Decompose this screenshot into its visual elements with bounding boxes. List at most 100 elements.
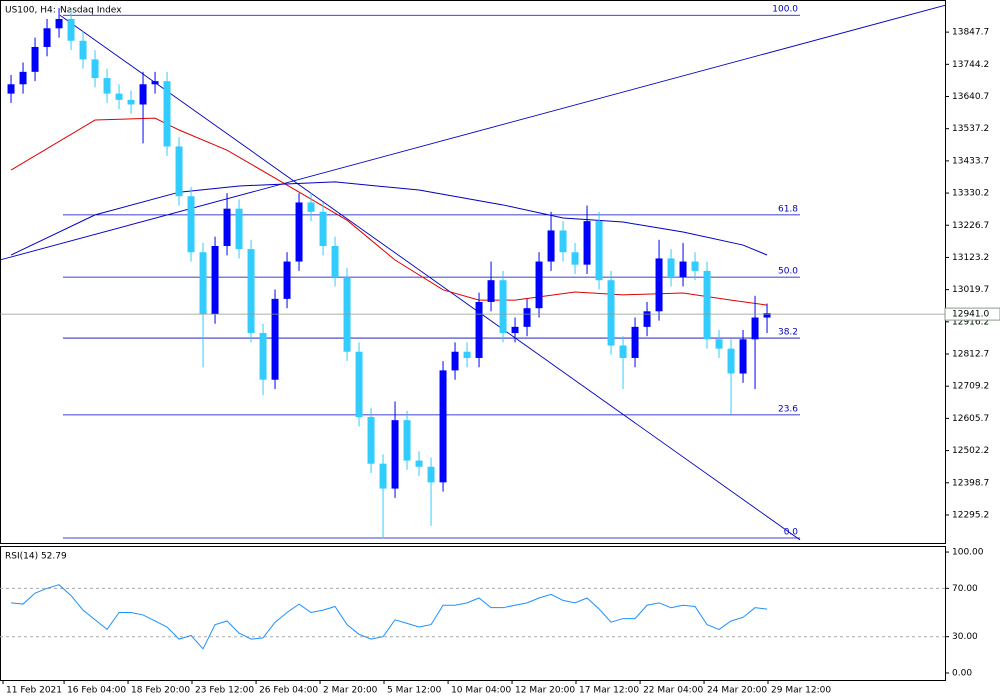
candle-body: [259, 333, 267, 380]
rsi-tick-label: 100.00: [952, 548, 984, 558]
candle-body: [547, 230, 555, 262]
candle-body: [127, 99, 135, 105]
y-tick-label: 12605.7: [952, 414, 989, 424]
rsi-tick-label: 70.00: [952, 584, 978, 594]
candle-body: [331, 245, 339, 278]
candle-body: [367, 417, 375, 464]
candle-body: [703, 270, 711, 340]
rsi-line: [10, 584, 768, 650]
candle-body: [691, 261, 699, 271]
main-frame: [0, 0, 946, 544]
y-tick-label: 13537.2: [952, 124, 989, 134]
rsi-title: RSI(14) 52.79: [5, 552, 67, 562]
candle-body: [427, 466, 435, 483]
candle-body: [451, 351, 459, 371]
candle-body: [595, 221, 603, 281]
x-tick-label: 5 Mar 12:00: [387, 686, 442, 696]
fib-label: 38.2: [778, 328, 798, 338]
candle-body: [31, 46, 39, 72]
y-tick-label: 12916.2: [952, 317, 989, 327]
candle-body: [667, 258, 675, 278]
moving-average: [10, 181, 768, 256]
candle-body: [247, 249, 255, 334]
candle-body: [151, 81, 159, 85]
fib-label: 100.0: [772, 5, 798, 15]
x-tick-label: 18 Feb 20:00: [131, 686, 190, 696]
fib-label: 50.0: [778, 267, 798, 277]
candle-body: [559, 230, 567, 253]
y-tick-label: 13123.2: [952, 253, 989, 263]
fib-label: 61.8: [778, 204, 798, 214]
candle-body: [379, 463, 387, 489]
x-tick-label: 22 Mar 04:00: [643, 686, 703, 696]
x-tick-label: 12 Mar 20:00: [515, 686, 575, 696]
x-tick-label: 23 Feb 12:00: [195, 686, 254, 696]
candle-body: [583, 221, 591, 265]
x-tick-label: 16 Feb 04:00: [67, 686, 126, 696]
candle-body: [499, 280, 507, 334]
y-tick-label: 12295.2: [952, 510, 989, 520]
candle-body: [511, 326, 519, 334]
candle-body: [487, 280, 495, 302]
y-tick-label: 13744.2: [952, 60, 989, 70]
candle-body: [199, 252, 207, 315]
candle-body: [19, 71, 27, 85]
candle-body: [319, 211, 327, 246]
rsi-tick-label: 30.00: [952, 632, 978, 642]
candle-body: [715, 339, 723, 349]
candle-body: [679, 261, 687, 278]
candle-body: [751, 317, 759, 340]
y-tick-label: 12502.2: [952, 446, 989, 456]
candle-body: [163, 81, 171, 147]
y-tick-label: 13019.7: [952, 285, 989, 295]
x-tick-label: 26 Feb 04:00: [259, 686, 318, 696]
candle-body: [115, 93, 123, 100]
x-tick-label: 17 Mar 12:00: [579, 686, 639, 696]
candle-body: [91, 59, 99, 79]
x-tick-label: 2 Mar 20:00: [323, 686, 378, 696]
fib-label: 23.6: [778, 404, 798, 414]
candle-body: [535, 261, 543, 309]
candle-body: [391, 420, 399, 489]
candle-body: [67, 18, 75, 41]
y-tick-label: 13330.2: [952, 189, 989, 199]
candle-body: [55, 18, 63, 29]
candle-body: [43, 28, 51, 47]
candle-body: [211, 245, 219, 315]
rsi-tick-label: 0.00: [952, 668, 972, 678]
chart-subtitle: Nasdaq Index: [60, 6, 122, 16]
candle-body: [223, 208, 231, 246]
candle-body: [571, 252, 579, 265]
rsi-frame: [0, 546, 946, 681]
y-tick-label: 13433.7: [952, 156, 989, 166]
candle-body: [139, 84, 147, 105]
candle-body: [403, 420, 411, 461]
chart-title: US100, H4:: [5, 6, 56, 16]
candle-body: [631, 326, 639, 358]
candle-body: [283, 261, 291, 299]
candle-body: [79, 40, 87, 60]
candle-body: [7, 84, 15, 94]
candle-body: [355, 351, 363, 418]
candle-body: [739, 339, 747, 374]
current-price-box: [944, 307, 1000, 321]
candle-body: [763, 313, 771, 318]
x-tick-label: 24 Mar 20:00: [707, 686, 767, 696]
candle-body: [463, 351, 471, 358]
y-tick-label: 12812.7: [952, 350, 989, 360]
candle-body: [643, 311, 651, 327]
candle-body: [295, 202, 303, 262]
y-tick-label: 13226.7: [952, 221, 989, 231]
y-tick-label: 13640.7: [952, 92, 989, 102]
candle-body: [523, 308, 531, 327]
x-tick-label: 29 Mar 12:00: [771, 686, 831, 696]
y-tick-label: 12709.2: [952, 382, 989, 392]
trend-line: [59, 14, 801, 541]
candle-body: [271, 298, 279, 380]
candle-body: [175, 146, 183, 197]
candle-body: [103, 78, 111, 94]
x-tick-label: 11 Feb 2021: [6, 686, 62, 696]
candle-body: [475, 301, 483, 358]
candle-body: [415, 460, 423, 467]
